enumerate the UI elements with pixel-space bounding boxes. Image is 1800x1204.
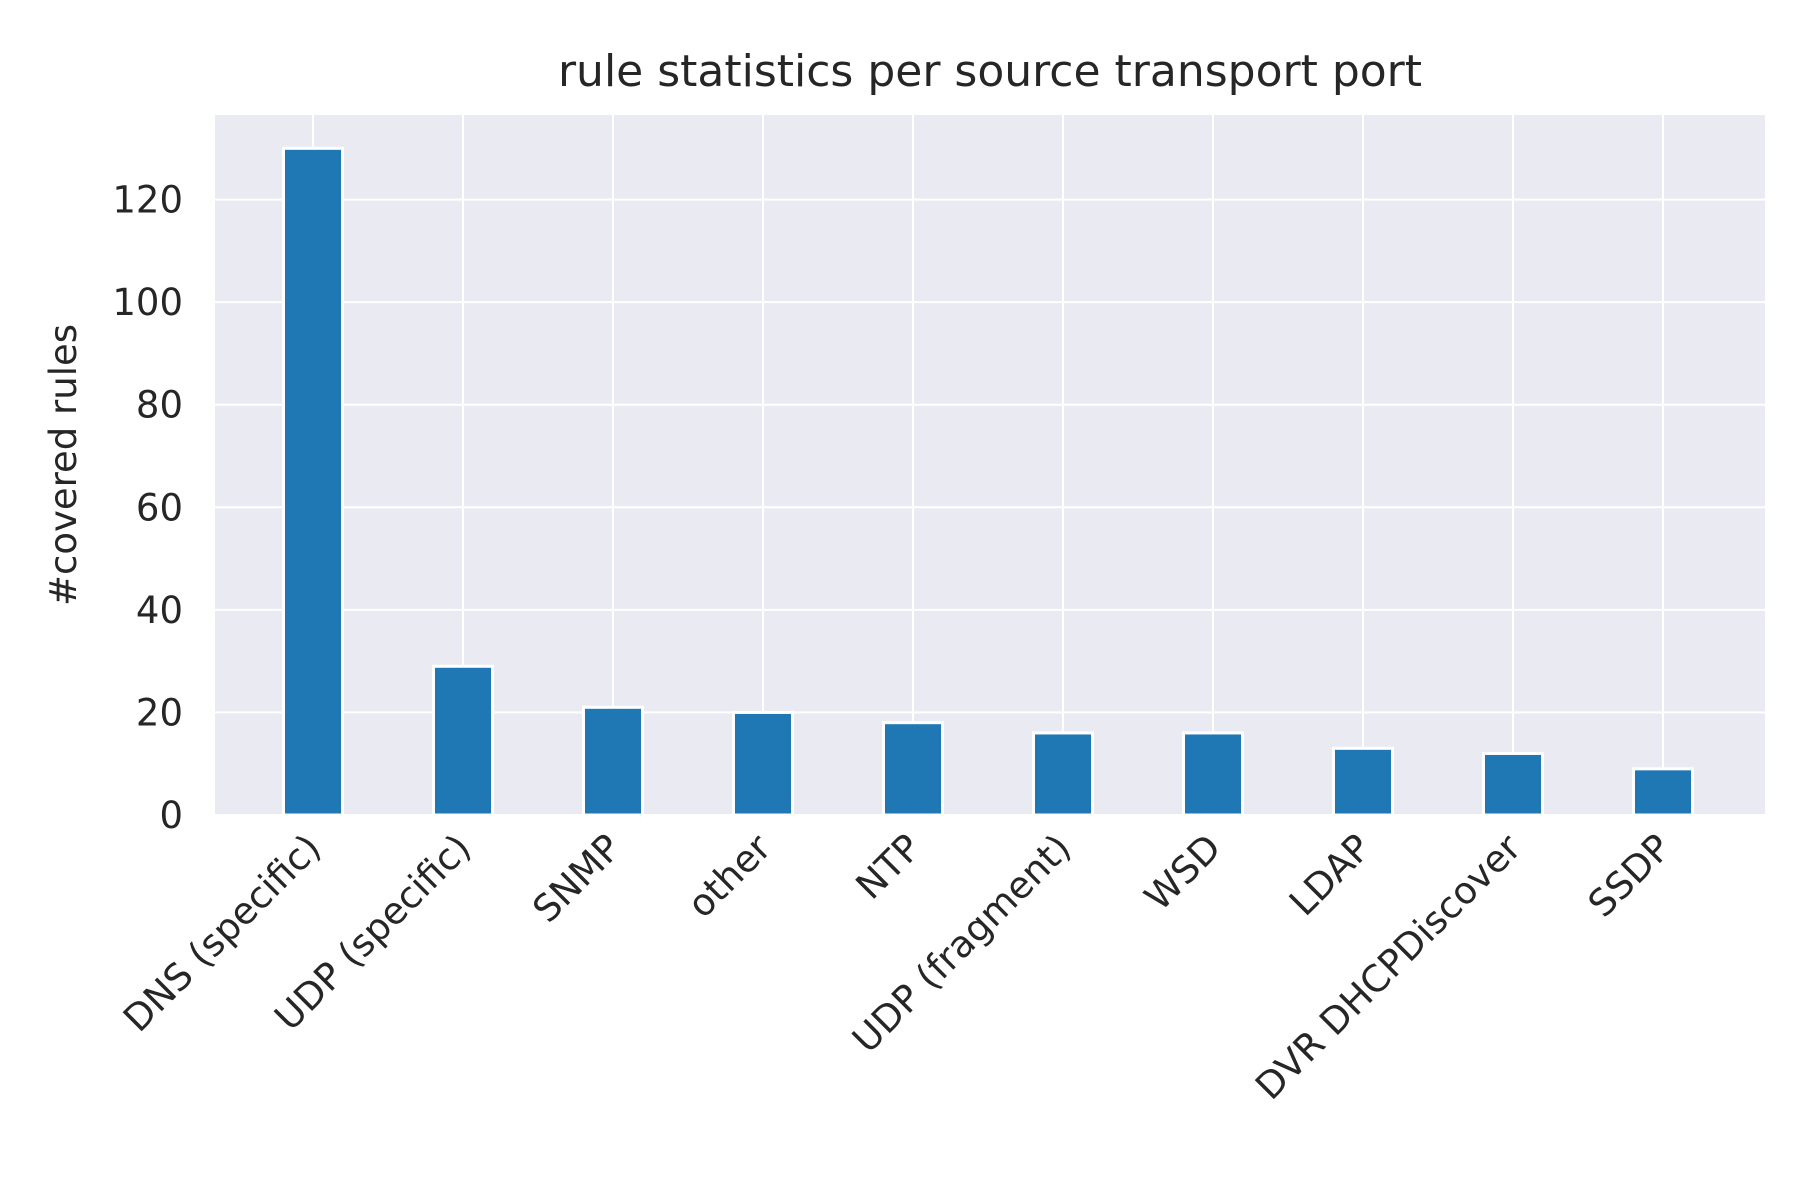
bar-udp-fragment <box>1032 731 1094 817</box>
bar-snmp <box>582 705 644 817</box>
bars <box>282 146 1694 817</box>
y-tick-label: 20 <box>136 691 183 734</box>
y-tick-label: 40 <box>136 589 183 632</box>
bar-other <box>732 710 794 817</box>
bar-ntp <box>882 721 944 817</box>
x-tick-label: SNMP <box>524 826 629 931</box>
bar-udp-specific <box>432 664 494 817</box>
x-tick-label: DVR DHCPDiscover <box>1247 825 1530 1108</box>
y-tick-label: 0 <box>159 794 183 837</box>
y-axis-ticks: 0 20 40 60 80 100 120 <box>112 179 183 837</box>
x-tick-label: NTP <box>848 826 930 908</box>
x-axis-ticks: DNS (specific)UDP (specific) SNMP other NTP… <box>115 825 1679 1108</box>
chart-title: rule statistics per source transport por… <box>558 46 1422 97</box>
x-tick-label: WSD <box>1136 826 1229 919</box>
bar-ssdp <box>1632 767 1694 817</box>
y-tick-label: 100 <box>112 281 183 324</box>
y-tick-label: 80 <box>136 384 183 427</box>
y-axis-label: #covered rules <box>42 324 85 606</box>
bar-wsd <box>1182 731 1244 817</box>
bar-ldap <box>1332 746 1394 817</box>
x-tick-label: LDAP <box>1281 826 1379 924</box>
x-tick-label: SSDP <box>1580 826 1680 926</box>
x-tick-label: other <box>679 825 780 926</box>
y-tick-label: 120 <box>112 179 183 222</box>
bar-dvr-dhcpdiscover <box>1482 751 1544 817</box>
bar-dns-specific <box>282 146 344 817</box>
y-tick-label: 60 <box>136 486 183 529</box>
